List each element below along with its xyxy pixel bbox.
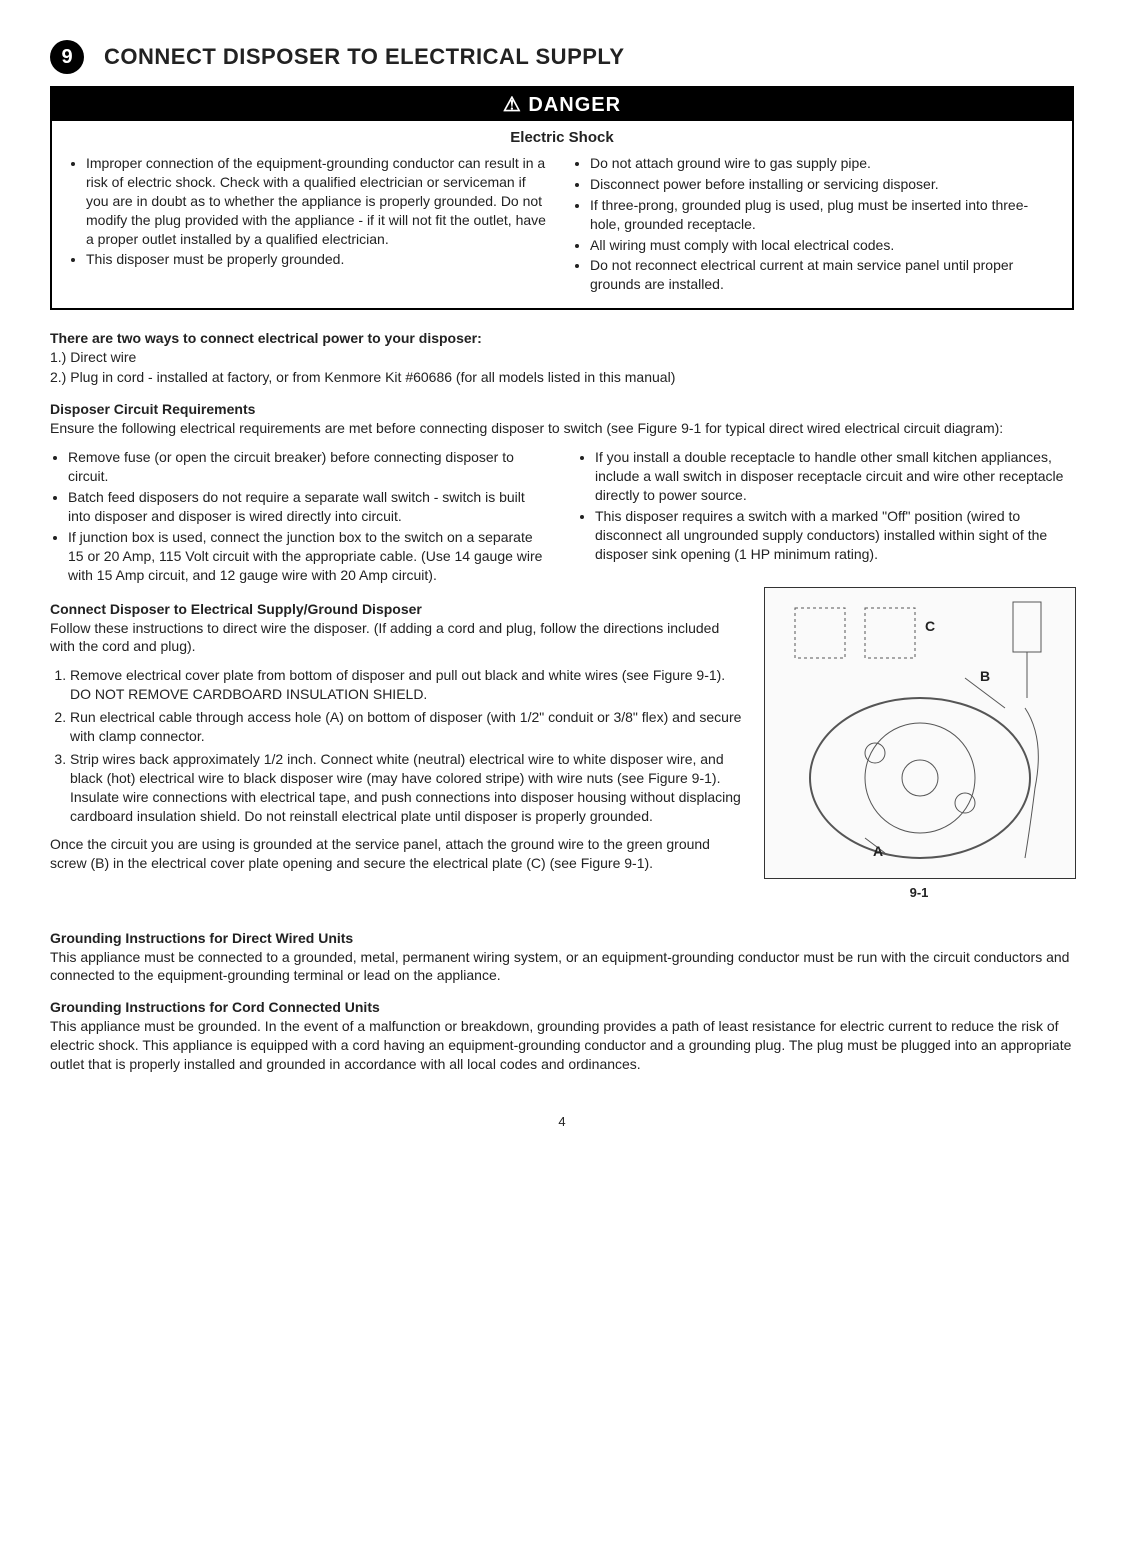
figure-label-c: C [925,618,935,634]
grounding-direct-body: This appliance must be connected to a gr… [50,948,1074,986]
danger-item: All wiring must comply with local electr… [590,236,1056,255]
grounding-direct-heading: Grounding Instructions for Direct Wired … [50,930,1074,946]
circuit-intro: Ensure the following electrical requirem… [50,419,1074,438]
danger-item: Disconnect power before installing or se… [590,175,1056,194]
connect-heading: Connect Disposer to Electrical Supply/Gr… [50,601,744,617]
circuit-left-column: Remove fuse (or open the circuit breaker… [50,448,547,586]
circuit-item: Remove fuse (or open the circuit breaker… [68,448,547,486]
step-title: CONNECT DISPOSER TO ELECTRICAL SUPPLY [104,44,625,70]
circuit-item: If junction box is used, connect the jun… [68,528,547,585]
danger-left-column: Improper connection of the equipment-gro… [68,154,552,296]
connect-step: Strip wires back approximately 1/2 inch.… [70,750,744,826]
danger-right-column: Do not attach ground wire to gas supply … [572,154,1056,296]
danger-subtitle: Electric Shock [52,129,1072,146]
circuit-item: Batch feed disposers do not require a se… [68,488,547,526]
step-header: 9 CONNECT DISPOSER TO ELECTRICAL SUPPLY [50,40,1074,74]
connect-intro: Follow these instructions to direct wire… [50,619,744,657]
circuit-columns: Remove fuse (or open the circuit breaker… [50,448,1074,586]
connect-step: Run electrical cable through access hole… [70,708,744,746]
circuit-item: If you install a double receptacle to ha… [595,448,1074,505]
figure-label-a: A [873,843,883,859]
danger-item: This disposer must be properly grounded. [86,250,552,269]
danger-item: If three-prong, grounded plug is used, p… [590,196,1056,234]
connect-outro: Once the circuit you are using is ground… [50,835,744,873]
page-number: 4 [50,1114,1074,1129]
figure-diagram: C B A [764,587,1076,879]
danger-item: Do not reconnect electrical current at m… [590,256,1056,294]
danger-box: ⚠ DANGER Electric Shock Improper connect… [50,86,1074,310]
ways-intro: There are two ways to connect electrical… [50,330,1074,346]
circuit-right-column: If you install a double receptacle to ha… [577,448,1074,586]
ways-item: 1.) Direct wire [50,348,1074,368]
danger-item: Improper connection of the equipment-gro… [86,154,552,248]
circuit-heading: Disposer Circuit Requirements [50,401,1074,417]
grounding-cord-heading: Grounding Instructions for Cord Connecte… [50,999,1074,1015]
connect-step: Remove electrical cover plate from botto… [70,666,744,704]
figure-label-b: B [980,668,990,684]
circuit-item: This disposer requires a switch with a m… [595,507,1074,564]
ways-item: 2.) Plug in cord - installed at factory,… [50,368,1074,388]
figure-caption: 9-1 [764,885,1074,900]
danger-item: Do not attach ground wire to gas supply … [590,154,1056,173]
connect-steps: Remove electrical cover plate from botto… [50,666,744,825]
danger-header: ⚠ DANGER [52,88,1072,121]
figure-9-1: C B A 9-1 [764,587,1074,900]
grounding-cord-body: This appliance must be grounded. In the … [50,1017,1074,1074]
step-number-badge: 9 [50,40,84,74]
ways-list: 1.) Direct wire 2.) Plug in cord - insta… [50,348,1074,387]
